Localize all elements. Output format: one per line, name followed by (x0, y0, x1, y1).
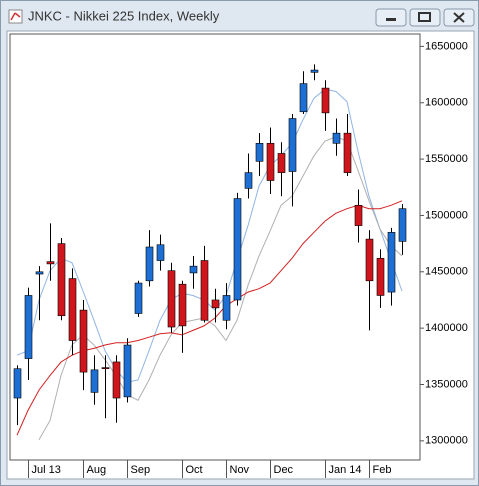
candle-body (200, 260, 209, 321)
y-tick-label: 1350000 (425, 378, 468, 390)
candle-body (354, 205, 363, 226)
candle-body (211, 299, 220, 309)
candle-body (299, 83, 308, 113)
x-tick-label: Nov (230, 464, 250, 476)
candle-body (255, 143, 264, 162)
candle-body (68, 278, 77, 341)
candle-body (79, 309, 88, 373)
x-tick-label: Feb (373, 464, 392, 476)
candle-body (321, 87, 330, 114)
candle-body (57, 243, 66, 317)
candle-body (233, 198, 242, 301)
candle-body (101, 367, 110, 370)
close-button[interactable] (443, 8, 475, 27)
candle-body (112, 361, 121, 399)
app-icon (8, 9, 23, 24)
plot-area (9, 33, 421, 461)
candle-body (376, 257, 385, 296)
candle-body (35, 271, 44, 275)
minimize-button[interactable] (375, 8, 407, 27)
maximize-button[interactable] (409, 8, 441, 27)
candle-body (310, 69, 319, 73)
candle-body (288, 118, 297, 172)
y-tick-label: 1400000 (425, 322, 468, 334)
candle-body (189, 265, 198, 274)
y-tick-label: 1600000 (425, 97, 468, 109)
y-tick-label: 1650000 (425, 40, 468, 52)
x-tick-label: Aug (87, 464, 107, 476)
y-tick-label: 1500000 (425, 209, 468, 221)
candle-body (266, 143, 275, 181)
candle-body (398, 208, 407, 242)
y-tick-label: 1300000 (425, 435, 468, 447)
x-tick-label: Oct (186, 464, 203, 476)
candle-body (167, 270, 176, 328)
moving-average-line (16, 88, 403, 383)
candle-body (244, 172, 253, 189)
x-tick-label: Sep (131, 464, 151, 476)
y-tick-label: 1450000 (425, 266, 468, 278)
candle-body (123, 344, 132, 398)
x-tick-label: Jan 14 (329, 464, 362, 476)
candle-body (156, 244, 165, 261)
candle-body (134, 282, 143, 314)
x-tick-label: Jul 13 (32, 464, 61, 476)
candle-body (24, 295, 33, 359)
candle-body (222, 295, 231, 321)
candle-body (46, 261, 55, 265)
moving-average-line (38, 136, 403, 440)
candle-body (343, 132, 352, 173)
candle-body (277, 153, 286, 173)
candle-body (90, 369, 99, 393)
candle-body (387, 232, 396, 293)
y-tick-label: 1550000 (425, 153, 468, 165)
plot: 1300000 1350000 1400000 1450000 1500000 15500… (13, 40, 468, 478)
candle-body (13, 368, 22, 399)
window-title: JNKC - Nikkei 225 Index, Weekly (28, 8, 220, 23)
x-tick-label: Dec (274, 464, 294, 476)
candle-body (178, 283, 187, 327)
candle-body (332, 132, 341, 144)
candle-body (145, 246, 154, 282)
candle-body (365, 238, 374, 282)
